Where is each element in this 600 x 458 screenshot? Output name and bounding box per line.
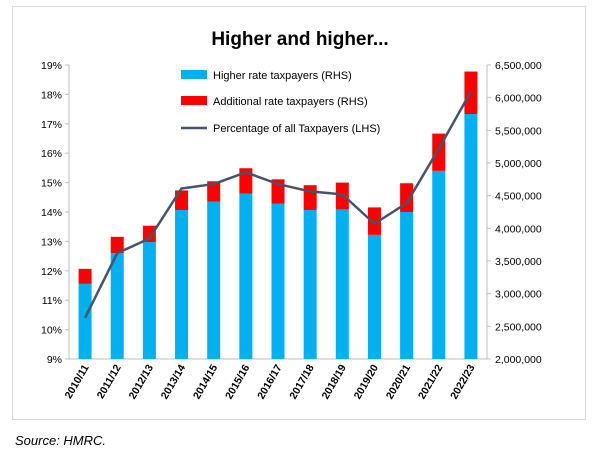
bar-higher-rate — [367, 234, 381, 359]
bar-additional-rate — [110, 236, 124, 254]
left-tick-label: 16% — [41, 148, 62, 160]
x-tick-label: 2012/13 — [127, 362, 156, 401]
left-tick-label: 14% — [41, 207, 62, 219]
x-tick-label: 2019/20 — [352, 362, 381, 401]
right-tick-label: 4,500,000 — [495, 191, 542, 203]
right-tick-label: 4,000,000 — [495, 223, 542, 235]
bar-higher-rate — [175, 210, 189, 359]
bar-additional-rate — [303, 185, 317, 211]
x-tick-label: 2018/19 — [320, 362, 349, 401]
right-tick-label: 2,500,000 — [495, 321, 542, 333]
bar-higher-rate — [78, 283, 92, 359]
bar-additional-rate — [78, 268, 92, 284]
chart-frame: Higher and higher... 9% 10% 11% 12% 13% 14% 15… — [12, 6, 586, 420]
source-note: Source: HMRC. — [15, 433, 107, 448]
left-tick-label: 11% — [42, 295, 62, 307]
left-tick-label: 18% — [41, 89, 62, 101]
bar-additional-rate — [142, 225, 156, 243]
left-tick-label: 12% — [41, 266, 62, 278]
left-tick-label: 17% — [41, 119, 62, 131]
right-tick-label: 3,500,000 — [495, 256, 542, 268]
x-tick-label: 2016/17 — [255, 362, 284, 401]
x-tick-label: 2020/21 — [384, 362, 413, 401]
x-tick-label: 2011/12 — [95, 362, 124, 401]
right-tick-label: 2,000,000 — [495, 354, 542, 366]
x-tick-label: 2010/11 — [63, 362, 92, 401]
left-tick-label: 9% — [47, 354, 62, 366]
legend-label: Percentage of all Taxpayers (LHS) — [213, 123, 380, 135]
x-tick-label: 2017/18 — [287, 362, 316, 401]
right-tick-label: 3,000,000 — [495, 289, 542, 301]
x-tick-label: 2022/23 — [448, 362, 477, 401]
legend-label: Additional rate taxpayers (RHS) — [213, 96, 368, 108]
left-tick-label: 19% — [41, 60, 62, 72]
x-tick-label: 2014/15 — [191, 362, 220, 401]
bar-additional-rate — [207, 181, 221, 202]
x-tick-label: 2015/16 — [223, 362, 252, 401]
legend-label: Higher rate taxpayers (RHS) — [213, 70, 352, 82]
line-percentage-taxpayers — [83, 90, 473, 319]
left-tick-label: 10% — [41, 325, 62, 337]
bar-higher-rate — [432, 170, 446, 359]
x-tick-label: 2021/22 — [416, 362, 445, 401]
bar-higher-rate — [400, 212, 414, 359]
legend-swatch-higher — [181, 70, 207, 79]
legend-swatch-additional — [181, 96, 207, 105]
bar-higher-rate — [110, 253, 124, 359]
bar-higher-rate — [239, 193, 253, 359]
bar-additional-rate — [367, 207, 381, 235]
x-tick-label: 2013/14 — [159, 362, 188, 401]
bar-higher-rate — [271, 203, 285, 359]
bar-higher-rate — [464, 114, 478, 359]
right-tick-label: 6,500,000 — [495, 60, 542, 72]
right-tick-label: 5,500,000 — [495, 125, 542, 137]
right-tick-label: 5,000,000 — [495, 158, 542, 170]
bar-higher-rate — [335, 209, 349, 359]
chart-title: Higher and higher... — [211, 29, 389, 50]
left-tick-label: 15% — [41, 178, 62, 190]
chart-svg: 9% 10% 11% 12% 13% 14% 15% 16% 17% 18% 19% 2,000,00… — [41, 60, 542, 401]
bar-higher-rate — [303, 210, 317, 359]
bar-higher-rate — [207, 201, 221, 359]
bar-higher-rate — [142, 242, 156, 359]
right-tick-label: 6,000,000 — [495, 93, 542, 105]
left-tick-label: 13% — [41, 236, 62, 248]
